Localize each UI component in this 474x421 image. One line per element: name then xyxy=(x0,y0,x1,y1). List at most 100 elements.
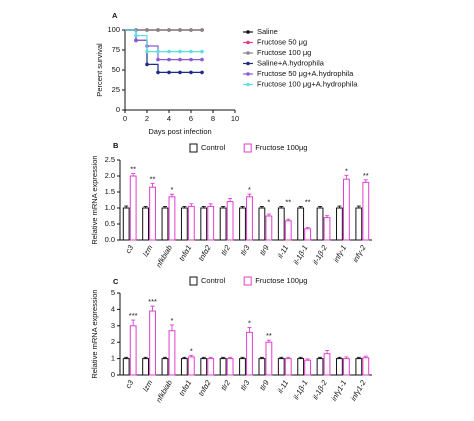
legend-label: Control xyxy=(201,143,226,152)
bar xyxy=(129,175,137,241)
error-bar xyxy=(131,319,136,326)
y-tick-label: 2.5 xyxy=(105,155,115,164)
bar xyxy=(265,341,273,376)
x-tick-label: infγ-1 xyxy=(331,243,348,263)
x-tick-label: 6 xyxy=(189,114,193,123)
error-bar xyxy=(240,356,245,359)
bar xyxy=(304,359,312,376)
error-bar xyxy=(298,205,303,208)
x-tick-label: 10 xyxy=(231,114,239,123)
legend-marker xyxy=(246,51,250,55)
bar xyxy=(355,358,363,376)
marker xyxy=(156,49,160,54)
bar xyxy=(297,207,305,241)
error-bar xyxy=(286,218,291,221)
significance: * xyxy=(248,185,251,194)
survival-line xyxy=(125,29,202,53)
error-bar xyxy=(279,205,284,208)
marker xyxy=(189,28,193,32)
error-bar xyxy=(143,356,148,359)
significance: * xyxy=(170,316,173,325)
error-bar xyxy=(337,205,342,208)
marker xyxy=(167,70,171,75)
y-tick-label: 1 xyxy=(111,354,115,363)
x-tick-label: 4 xyxy=(167,114,171,123)
error-bar xyxy=(169,324,174,331)
bar xyxy=(323,353,331,376)
x-tick-label: c3 xyxy=(123,378,135,390)
y-tick-label: 1.0 xyxy=(105,203,115,212)
marker xyxy=(200,70,204,75)
bar xyxy=(161,358,169,376)
error-bar xyxy=(286,356,291,359)
bar xyxy=(180,207,188,241)
legend-marker xyxy=(246,30,250,34)
error-bar xyxy=(363,179,368,183)
x-tick-label: 8 xyxy=(211,114,215,123)
error-bar xyxy=(259,356,264,359)
legend-marker xyxy=(246,82,250,87)
significance: * xyxy=(248,318,251,327)
x-tick-label: tnfα1 xyxy=(177,243,193,262)
bar xyxy=(277,207,285,241)
y-tick-label: 4 xyxy=(111,304,115,313)
x-tick-label: tlr9 xyxy=(258,378,271,392)
error-bar xyxy=(356,205,361,208)
bar xyxy=(200,358,208,376)
marker xyxy=(167,57,171,62)
significance: *** xyxy=(148,297,157,306)
marker xyxy=(189,70,193,75)
bar xyxy=(219,207,227,241)
y-tick-label: 2.0 xyxy=(105,171,115,180)
error-bar xyxy=(162,205,167,208)
error-bar xyxy=(150,305,155,312)
marker xyxy=(178,57,182,62)
error-bar xyxy=(318,205,323,208)
bar xyxy=(343,178,350,241)
marker xyxy=(134,38,138,43)
significance: ** xyxy=(285,197,291,206)
x-tick-label: tnfα2 xyxy=(196,378,213,398)
panel-label: A xyxy=(112,11,118,20)
x-tick-label: il-11 xyxy=(276,378,291,394)
x-tick-label: nfkbiab xyxy=(154,378,174,403)
x-tick-label: lzm xyxy=(141,243,155,258)
x-tick-label: infγ1-2 xyxy=(349,378,368,403)
bar xyxy=(200,207,208,241)
legend-label: Fructose 100 μg xyxy=(257,48,311,57)
error-bar xyxy=(189,203,194,207)
marker xyxy=(200,57,204,62)
bar xyxy=(323,217,331,241)
legend-swatch xyxy=(189,276,198,286)
bar xyxy=(362,357,370,376)
legend-label: Fructose 50 μg xyxy=(257,37,307,46)
bar xyxy=(239,358,246,376)
marker xyxy=(145,28,149,32)
marker xyxy=(167,49,171,54)
x-tick-label: infγ1-1 xyxy=(329,378,348,402)
bar xyxy=(316,358,324,376)
legend-swatch xyxy=(243,276,252,286)
bar xyxy=(258,358,266,376)
y-tick-label: 2 xyxy=(111,337,115,346)
error-bar xyxy=(337,356,342,359)
error-bar xyxy=(344,174,349,180)
x-tick-label: 2 xyxy=(145,114,149,123)
bar xyxy=(246,196,253,241)
legend-marker xyxy=(246,72,250,76)
bar xyxy=(129,325,137,376)
error-bar xyxy=(266,213,271,216)
x-tick-label: nfkbiab xyxy=(154,243,174,268)
bar xyxy=(122,358,130,376)
error-bar xyxy=(208,356,213,359)
error-bar xyxy=(247,326,252,333)
bar xyxy=(149,310,156,376)
error-bar xyxy=(150,182,155,188)
y-tick-label: 3 xyxy=(111,321,115,330)
bar xyxy=(246,331,253,376)
marker xyxy=(156,28,160,32)
error-bar xyxy=(305,358,310,361)
error-bar xyxy=(182,356,187,359)
bar xyxy=(355,207,363,241)
bar xyxy=(122,207,130,241)
